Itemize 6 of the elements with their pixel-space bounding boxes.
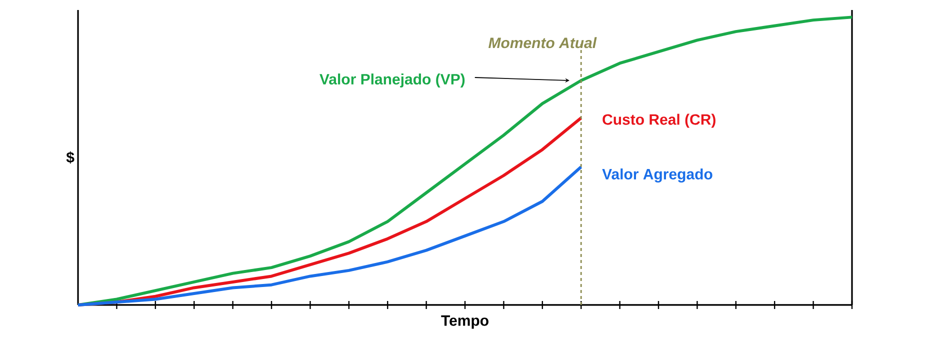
series-label: Custo Real (CR)	[602, 114, 716, 128]
x-axis-title: Tempo	[441, 315, 488, 329]
y-axis-title: $	[66, 151, 74, 164]
series-label: Valor Agregado	[602, 168, 712, 183]
annotation: Momento Atual	[488, 37, 597, 48]
text: Valor Planejado (VP)	[320, 74, 465, 88]
